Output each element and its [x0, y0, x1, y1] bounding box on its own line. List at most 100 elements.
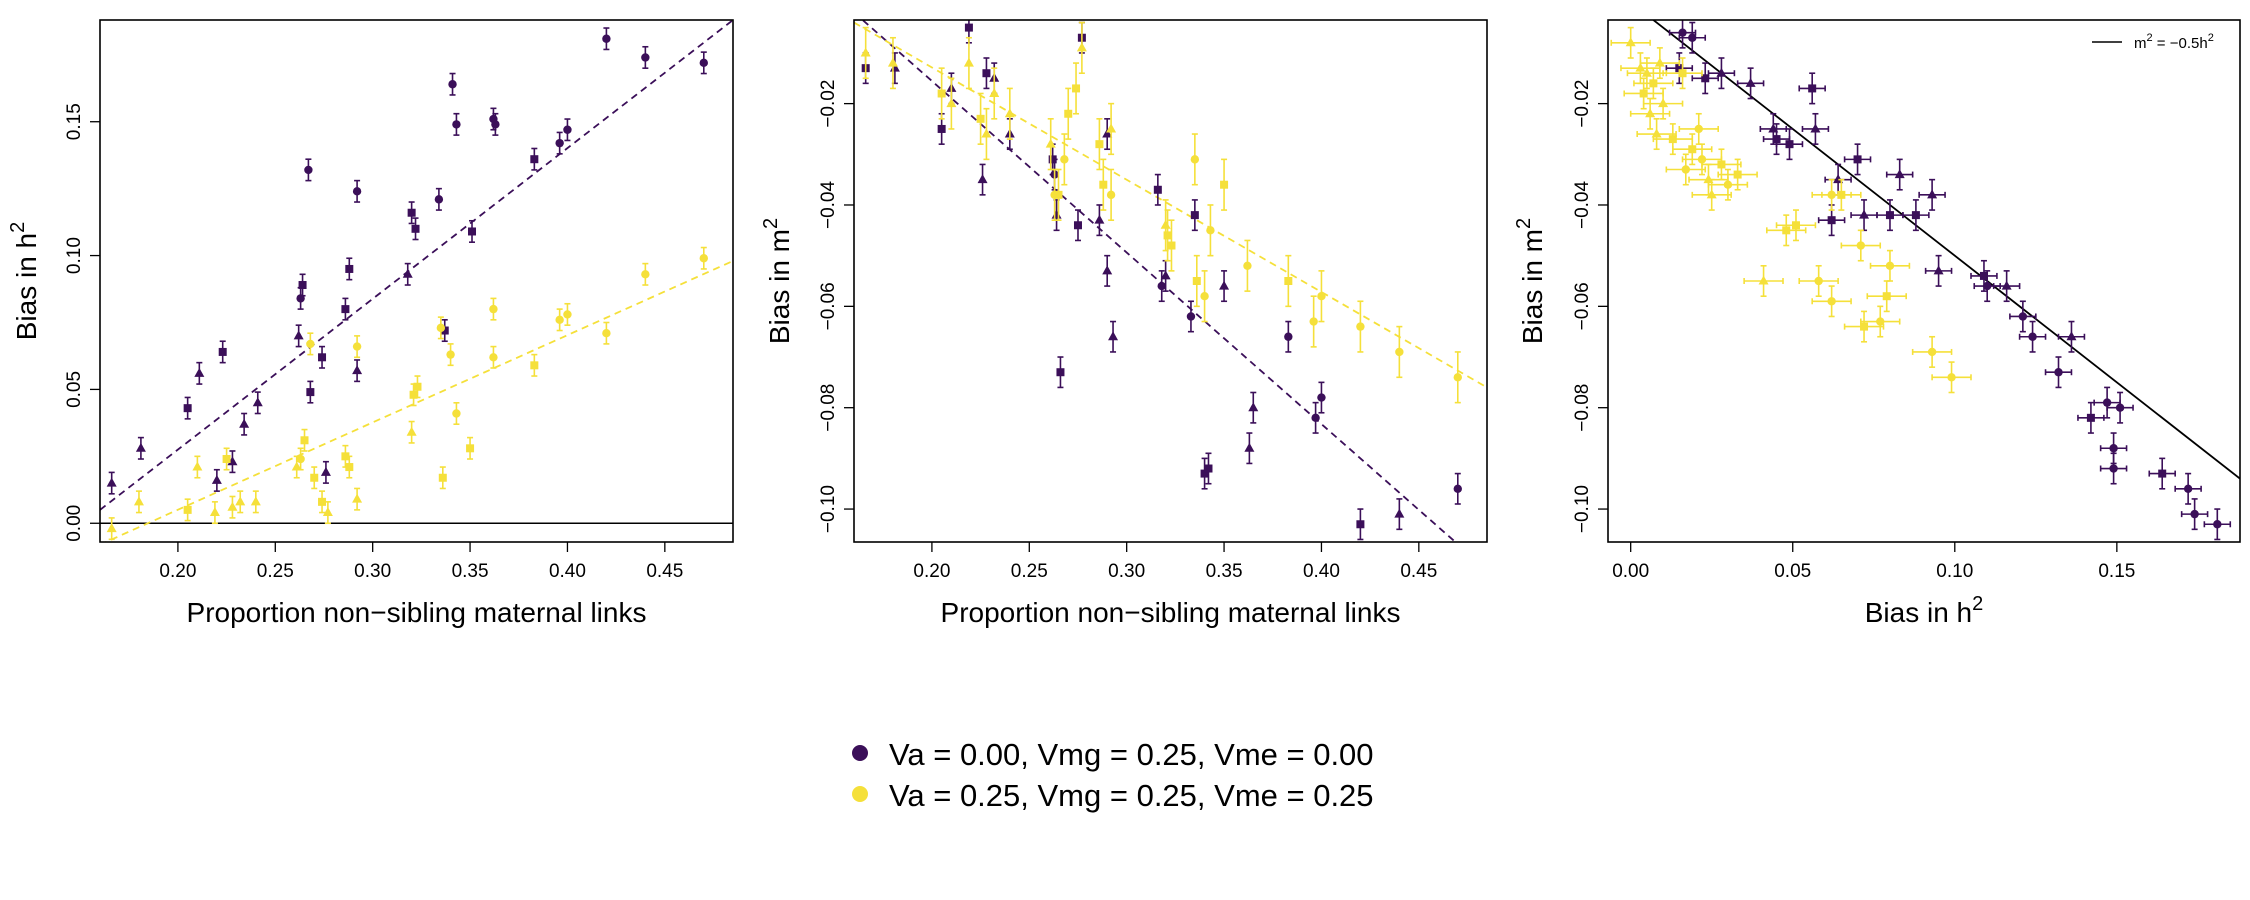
data-point — [1681, 165, 1690, 174]
data-point — [946, 98, 957, 108]
data-point — [1782, 226, 1791, 235]
data-point — [963, 57, 974, 67]
data-point — [1810, 123, 1821, 133]
data-point — [1356, 520, 1365, 529]
data-point — [2054, 368, 2063, 377]
legend: Va = 0.00, Vmg = 0.25, Vme = 0.00 Va = 0… — [852, 737, 1374, 813]
data-point — [345, 264, 354, 273]
data-point — [2115, 403, 2125, 412]
data-point — [1723, 180, 1733, 189]
data-point — [2001, 280, 2012, 290]
data-point — [1706, 189, 1717, 199]
data-point — [1200, 292, 1209, 301]
data-point — [1219, 280, 1230, 290]
data-point — [106, 523, 117, 533]
data-point — [699, 58, 708, 68]
data-point — [563, 125, 572, 134]
legend-marker-purple — [852, 745, 868, 761]
data-point — [1859, 209, 1870, 219]
data-point — [352, 493, 363, 503]
data-point — [322, 507, 333, 517]
data-point — [1106, 123, 1117, 133]
data-point — [530, 361, 539, 370]
data-point — [468, 227, 477, 236]
data-point — [1675, 64, 1684, 73]
data-point — [1163, 231, 1172, 240]
data-point — [1979, 271, 1988, 280]
data-point — [1190, 155, 1200, 164]
x-tick-label-2: 0.30 — [1108, 561, 1145, 582]
data-point — [989, 87, 1000, 97]
data-point — [2109, 444, 2118, 453]
data-point — [1056, 368, 1065, 377]
y-tick-label-3: 0.15 — [64, 103, 85, 140]
y-tick-label-3: −0.04 — [818, 181, 839, 230]
x-tick-label-4: 0.40 — [1303, 561, 1340, 582]
data-point — [1284, 332, 1293, 341]
x-tick-label-5: 0.45 — [1400, 561, 1437, 582]
x-tick-label-3: 0.35 — [452, 561, 489, 582]
data-point — [341, 305, 350, 314]
data-point — [1094, 214, 1105, 224]
data-point — [1827, 297, 1836, 306]
data-point — [1004, 108, 1015, 118]
data-point — [1856, 241, 1866, 250]
fit-line-yellow — [854, 21, 1487, 389]
data-point — [1108, 331, 1119, 341]
data-point — [239, 418, 250, 428]
data-point — [964, 23, 973, 32]
data-point — [1186, 312, 1196, 321]
panel-bias-m2-vs-proportion: 0.20 0.25 0.30 0.35 0.40 0.45 −0.10 −0.08 −0.06 −… — [760, 19, 1488, 628]
x-tick-label-1: 0.25 — [257, 561, 294, 582]
data-point — [250, 496, 261, 506]
data-point — [293, 330, 304, 340]
data-point — [466, 444, 475, 453]
data-point — [1635, 62, 1646, 72]
y-tick-label-2: −0.06 — [818, 282, 839, 330]
data-point — [1717, 160, 1726, 169]
data-point — [1639, 89, 1648, 98]
plot-area — [1610, 20, 2240, 541]
y-axis-label: Bias in m2 — [1513, 218, 1548, 344]
data-point — [1106, 190, 1116, 200]
plot-frame — [99, 19, 734, 543]
data-point — [1284, 277, 1293, 285]
y-tick-label-0: −0.10 — [1572, 485, 1593, 533]
legend-marker-yellow — [852, 786, 868, 802]
data-point — [291, 461, 302, 471]
data-point — [1244, 442, 1255, 452]
data-point — [1814, 276, 1823, 286]
x-tick-label-3: 0.35 — [1206, 561, 1243, 582]
data-point — [1772, 135, 1781, 144]
fit-line-purple — [861, 20, 1457, 542]
data-point — [1894, 169, 1905, 179]
x-tick-label-5: 0.45 — [646, 561, 683, 582]
data-point — [1060, 155, 1069, 164]
data-point — [1054, 190, 1063, 199]
data-point — [1927, 347, 1937, 357]
y-tick-label-3: −0.04 — [1572, 181, 1593, 230]
data-point — [1758, 275, 1769, 285]
data-point — [860, 47, 871, 57]
data-point — [300, 436, 309, 445]
data-point — [1625, 37, 1636, 47]
data-point — [1076, 42, 1087, 52]
data-point — [222, 455, 231, 464]
y-axis-label: Bias in m2 — [760, 218, 795, 344]
x-tick-label-1: 0.25 — [1011, 561, 1048, 582]
data-point — [1885, 261, 1895, 270]
data-point — [227, 501, 238, 511]
data-point — [318, 353, 327, 362]
data-point — [345, 463, 354, 472]
data-point — [977, 174, 988, 184]
data-point — [1678, 69, 1687, 78]
data-point — [1733, 170, 1742, 179]
series-yellow — [106, 246, 708, 541]
data-point — [2102, 398, 2112, 407]
data-point — [1453, 484, 1462, 493]
data-point — [489, 353, 498, 362]
data-point — [1678, 28, 1687, 37]
data-point — [446, 350, 455, 359]
data-point — [563, 310, 572, 319]
